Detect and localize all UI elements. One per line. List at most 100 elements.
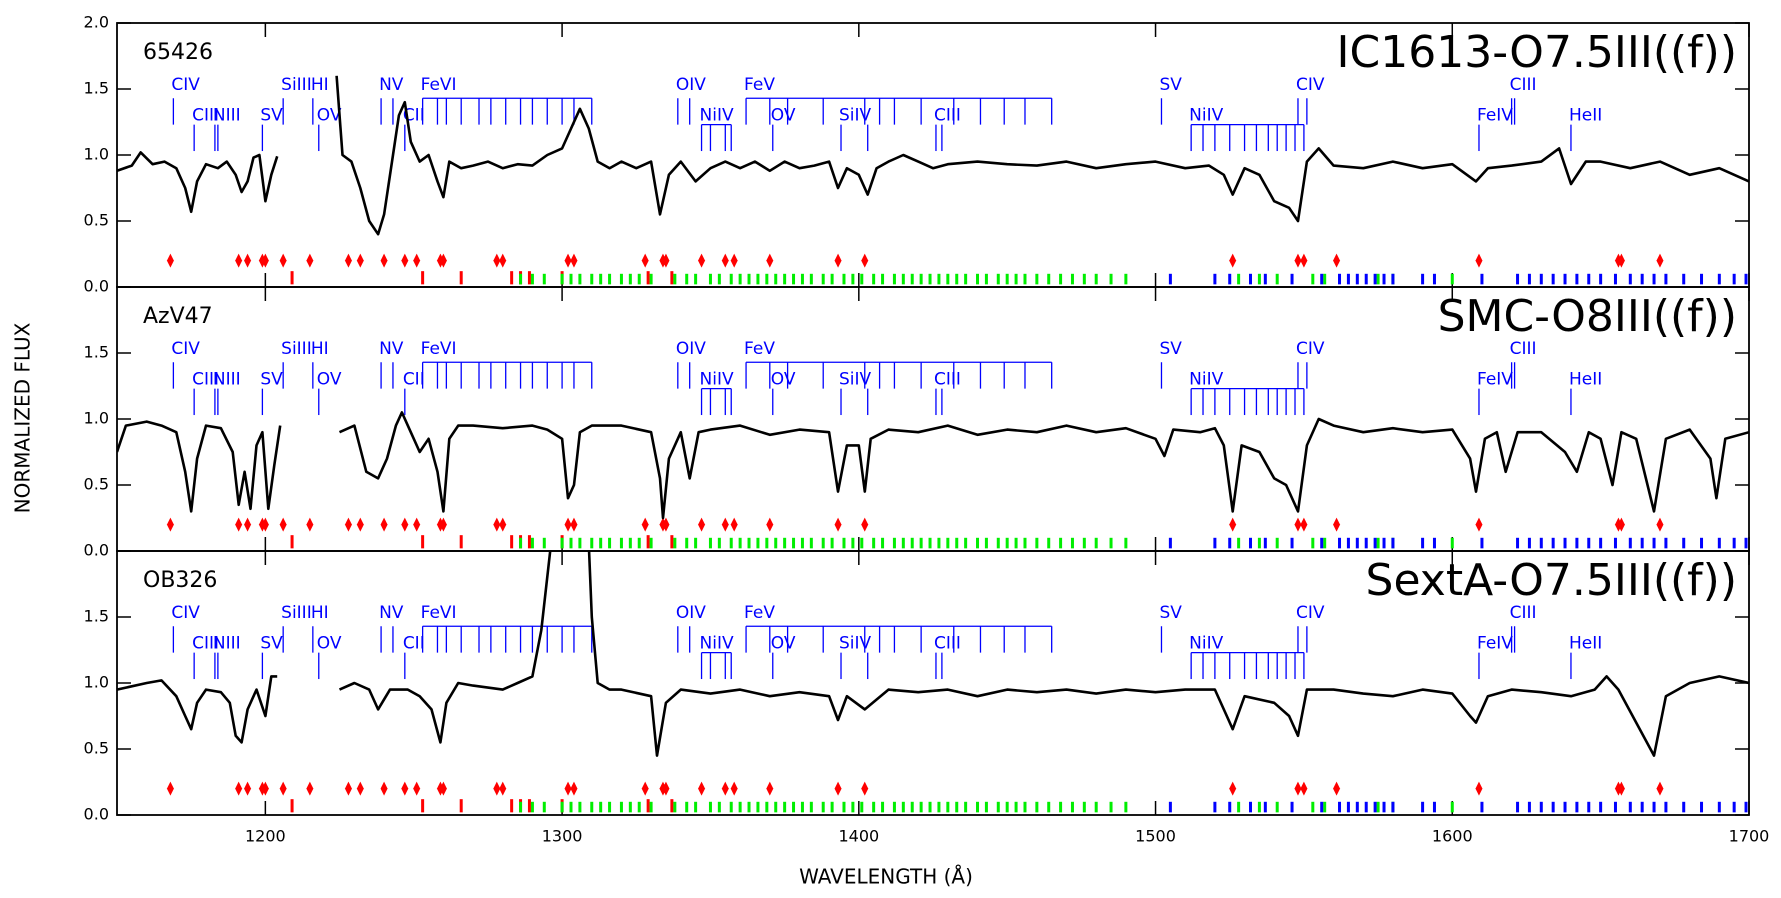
spectrum-line bbox=[117, 75, 1749, 236]
diamond-marker bbox=[861, 781, 869, 796]
tick-marker bbox=[1551, 273, 1555, 285]
diamond-marker bbox=[401, 517, 409, 532]
tick-marker bbox=[1744, 801, 1748, 813]
tick-marker bbox=[717, 801, 721, 813]
diamond-marker bbox=[641, 253, 649, 268]
diamond-marker bbox=[261, 253, 269, 268]
tick-marker bbox=[955, 801, 959, 813]
tick-marker bbox=[1450, 801, 1454, 813]
tick-marker bbox=[1563, 801, 1567, 813]
tick-marker bbox=[937, 273, 941, 285]
diamond-marker bbox=[279, 253, 287, 268]
tick-marker bbox=[569, 273, 573, 285]
tick-marker bbox=[578, 273, 582, 285]
diamond-marker bbox=[766, 517, 774, 532]
tick-marker bbox=[1320, 801, 1324, 813]
tick-marker bbox=[928, 801, 932, 813]
diamond-marker bbox=[380, 517, 388, 532]
tick-marker bbox=[1059, 273, 1063, 285]
tick-marker bbox=[756, 537, 760, 549]
tick-marker bbox=[1290, 801, 1294, 813]
diamond-marker bbox=[1617, 517, 1625, 532]
tick-marker bbox=[685, 273, 689, 285]
tick-marker bbox=[756, 801, 760, 813]
tick-marker bbox=[1346, 273, 1350, 285]
tick-marker bbox=[578, 537, 582, 549]
tick-marker bbox=[809, 537, 813, 549]
tick-marker bbox=[1640, 273, 1644, 285]
line-id-label: SV bbox=[1159, 603, 1182, 623]
diamond-marker bbox=[499, 781, 507, 796]
y-tick-label: 1.0 bbox=[84, 145, 109, 164]
tick-marker bbox=[1213, 801, 1217, 813]
tick-marker bbox=[842, 801, 846, 813]
tick-marker bbox=[1355, 801, 1359, 813]
tick-marker bbox=[1257, 273, 1261, 285]
x-tick-label: 1400 bbox=[838, 827, 879, 846]
diamond-marker bbox=[1656, 253, 1664, 268]
tick-marker bbox=[1346, 801, 1350, 813]
panel-title: SMC-O8III((f)) bbox=[1438, 291, 1737, 342]
tick-marker bbox=[747, 273, 751, 285]
tick-marker bbox=[1059, 801, 1063, 813]
line-id-label: CIV bbox=[171, 75, 200, 95]
tick-marker bbox=[1391, 537, 1395, 549]
line-id-label: SiIII bbox=[281, 75, 312, 95]
tick-marker bbox=[599, 537, 603, 549]
tick-marker bbox=[783, 537, 787, 549]
tick-marker bbox=[756, 273, 760, 285]
tick-marker bbox=[1682, 537, 1686, 549]
tick-marker bbox=[1248, 801, 1252, 813]
tick-marker bbox=[1290, 537, 1294, 549]
panel: 0.0 0.5 1.0 1.5 1200 1300 1400 1500 1600 1700 CIV C… bbox=[84, 550, 1769, 846]
line-id-label: OV bbox=[771, 369, 796, 389]
tick-marker bbox=[1527, 273, 1531, 285]
tick-marker bbox=[747, 801, 751, 813]
tick-marker bbox=[590, 273, 594, 285]
tick-marker bbox=[1275, 273, 1279, 285]
tick-marker bbox=[1263, 273, 1267, 285]
bar-marker bbox=[646, 799, 650, 813]
tick-marker bbox=[1640, 537, 1644, 549]
line-id-label: SiIII bbox=[281, 339, 312, 359]
tick-marker bbox=[1094, 273, 1098, 285]
tick-marker bbox=[996, 801, 1000, 813]
line-id-label: SiIII bbox=[281, 603, 312, 623]
diamond-marker bbox=[166, 781, 174, 796]
tick-marker bbox=[1527, 537, 1531, 549]
tick-marker bbox=[694, 537, 698, 549]
line-id-label: FeV bbox=[744, 603, 775, 623]
diamond-marker bbox=[834, 517, 842, 532]
tick-marker bbox=[1640, 801, 1644, 813]
diamond-marker bbox=[766, 781, 774, 796]
diamond-marker bbox=[493, 517, 501, 532]
tick-marker bbox=[717, 273, 721, 285]
tick-marker bbox=[1168, 801, 1172, 813]
tick-marker bbox=[1700, 273, 1704, 285]
tick-marker bbox=[910, 537, 914, 549]
bar-marker bbox=[510, 535, 514, 549]
tick-marker bbox=[560, 537, 564, 549]
tick-marker bbox=[901, 273, 905, 285]
tick-marker bbox=[792, 801, 796, 813]
tick-marker bbox=[955, 537, 959, 549]
tick-marker bbox=[694, 273, 698, 285]
panel-frame bbox=[116, 550, 1750, 816]
diamond-marker bbox=[641, 781, 649, 796]
tick-marker bbox=[1275, 801, 1279, 813]
tick-marker bbox=[569, 801, 573, 813]
line-id-label: CII bbox=[403, 633, 425, 653]
diamond-marker bbox=[401, 253, 409, 268]
diamond-marker bbox=[244, 517, 252, 532]
tick-marker bbox=[892, 801, 896, 813]
tick-marker bbox=[685, 537, 689, 549]
tick-marker bbox=[637, 801, 641, 813]
y-tick-label: 1.5 bbox=[84, 79, 109, 98]
diamond-marker bbox=[356, 253, 364, 268]
line-id-label: OIV bbox=[676, 75, 706, 95]
tick-marker bbox=[637, 273, 641, 285]
line-id-label: CIV bbox=[1296, 339, 1325, 359]
tick-marker bbox=[1382, 273, 1386, 285]
tick-marker bbox=[1628, 801, 1632, 813]
tick-marker bbox=[1124, 801, 1128, 813]
